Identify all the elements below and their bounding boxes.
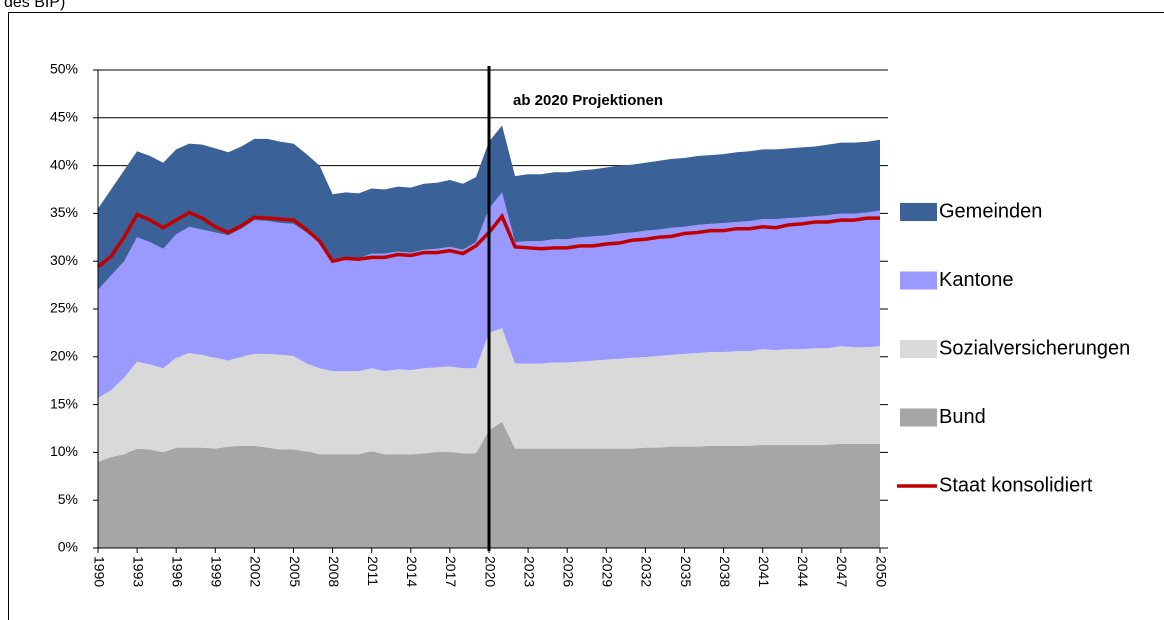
- frame: [8, 12, 1164, 620]
- x-tick-label: 2026: [560, 556, 576, 587]
- y-tick-label: 5%: [58, 491, 78, 507]
- legend-label: Sozialversicherungen: [939, 337, 1130, 359]
- y-tick-label: 40%: [50, 156, 78, 172]
- x-tick-label: 2014: [404, 556, 420, 587]
- x-tick-label: 2029: [600, 556, 616, 587]
- x-tick-label: 2050: [873, 556, 889, 587]
- y-tick-label: 15%: [50, 395, 78, 411]
- y-tick-label: 0%: [58, 539, 78, 555]
- legend-label: Bund: [939, 406, 986, 428]
- x-tick-label: 2047: [834, 556, 850, 587]
- legend-label: Kantone: [939, 269, 1014, 291]
- legend-swatch: [900, 340, 937, 358]
- legend-swatch: [900, 203, 937, 221]
- y-tick-label: 25%: [50, 300, 78, 316]
- x-tick-label: 1990: [91, 556, 107, 587]
- legend-swatch: [900, 271, 937, 290]
- y-tick-label: 10%: [50, 443, 78, 459]
- x-tick-label: 1996: [169, 556, 185, 587]
- x-tick-label: 2017: [443, 556, 459, 587]
- legend-swatch: [900, 408, 937, 427]
- x-tick-label: 2038: [717, 556, 733, 587]
- header-text: des BIP): [4, 0, 65, 11]
- annotation: ab 2020 Projektionen: [513, 92, 663, 109]
- x-tick-label: 2041: [756, 556, 772, 587]
- x-tick-label: 2005: [287, 556, 303, 587]
- y-tick-label: 45%: [50, 109, 78, 125]
- x-tick-label: 2035: [678, 556, 694, 587]
- x-tick-label: 2008: [326, 556, 342, 587]
- x-tick-label: 2020: [482, 556, 498, 587]
- x-tick-label: 1999: [209, 556, 225, 587]
- legend-label: Gemeinden: [939, 200, 1042, 222]
- y-tick-label: 50%: [50, 61, 78, 77]
- x-tick-label: 2011: [365, 556, 381, 586]
- x-tick-label: 2032: [639, 556, 655, 587]
- y-tick-label: 20%: [50, 348, 78, 364]
- legend-label: Staat konsolidiert: [939, 474, 1093, 496]
- x-tick-label: 2044: [795, 556, 811, 587]
- y-tick-label: 35%: [50, 204, 78, 220]
- x-tick-label: 1993: [130, 556, 146, 587]
- y-tick-label: 30%: [50, 252, 78, 268]
- x-tick-label: 2002: [248, 556, 264, 587]
- x-tick-label: 2023: [521, 556, 537, 587]
